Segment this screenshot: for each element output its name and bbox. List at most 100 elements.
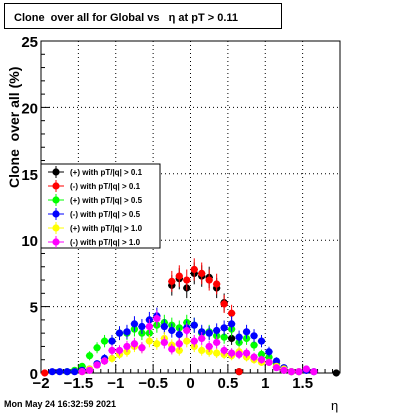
x-tick-label: −0.5 — [138, 375, 168, 392]
data-point — [250, 353, 258, 361]
legend-entry: (+) with pT/|q| > 0.5 — [70, 196, 143, 205]
data-point — [228, 334, 236, 343]
y-tick-label: 20 — [21, 100, 38, 117]
data-point — [228, 309, 236, 317]
data-point — [220, 324, 228, 332]
data-point — [205, 342, 213, 351]
chart-title: Clone over all for Global vs η at pT > 0… — [14, 12, 239, 24]
data-point — [205, 276, 213, 284]
data-point — [332, 369, 340, 377]
data-point — [198, 269, 206, 277]
data-point — [183, 276, 191, 284]
data-point — [198, 334, 206, 343]
x-tick-label: −1 — [107, 375, 124, 392]
legend-entry: (+) with pT/|q| > 1.0 — [70, 224, 143, 233]
y-axis-label: Clone over all (%) — [6, 66, 22, 188]
data-point — [115, 346, 124, 355]
data-point — [235, 368, 243, 376]
legend-box — [40, 163, 161, 249]
data-point — [145, 322, 153, 331]
data-point — [242, 328, 251, 336]
legend-marker — [52, 182, 60, 190]
grid — [41, 41, 340, 373]
y-tick-label: 15 — [21, 167, 38, 184]
legend: (+) with pT/|q| > 0.1 (-) with pT/|q| > 0… — [40, 163, 161, 249]
data-point — [115, 329, 124, 337]
legend-marker — [52, 196, 60, 204]
data-point — [160, 338, 168, 347]
data-point — [190, 265, 198, 274]
data-point — [138, 344, 146, 352]
data-point — [220, 346, 228, 355]
data-point — [190, 337, 198, 345]
data-point — [41, 369, 49, 377]
data-point — [108, 346, 116, 355]
data-point — [265, 353, 273, 361]
y-tick-label: 10 — [21, 233, 38, 250]
data-point — [213, 349, 221, 357]
title-box: Clone over all for Global vs η at pT > 0… — [4, 3, 282, 29]
data-point — [175, 346, 183, 355]
data-point — [85, 366, 94, 374]
data-point — [302, 365, 310, 373]
data-point — [190, 321, 198, 329]
data-point — [272, 357, 281, 365]
x-tick-label: 0 — [186, 375, 194, 392]
data-point — [205, 329, 213, 337]
data-point — [213, 326, 221, 335]
data-point — [153, 314, 161, 323]
legend-entry: (-) with pT/|q| > 0.5 — [70, 210, 141, 219]
data-point — [213, 280, 221, 288]
data-point — [168, 345, 176, 353]
data-point — [265, 358, 273, 366]
data-point — [250, 332, 258, 340]
data-point — [280, 366, 288, 374]
data-point — [272, 364, 281, 372]
data-point — [310, 368, 318, 376]
data-point — [123, 328, 131, 336]
data-point — [130, 320, 139, 328]
data-point — [235, 350, 243, 359]
data-point — [78, 368, 86, 376]
data-point — [100, 357, 109, 365]
data-point — [228, 320, 236, 328]
y-tick-label: 25 — [21, 34, 38, 51]
data-point — [85, 352, 94, 360]
legend-marker — [52, 210, 60, 218]
data-point — [235, 333, 243, 341]
x-tick-label: 1 — [261, 375, 269, 392]
data-point — [295, 368, 303, 376]
x-tick-label: 0.5 — [217, 375, 238, 392]
timestamp: Mon May 24 16:32:59 2021 — [4, 399, 117, 409]
data-point — [168, 326, 176, 335]
data-point — [183, 326, 191, 335]
x-axis-label: η — [331, 398, 339, 413]
data-point — [287, 368, 296, 376]
data-point — [175, 340, 183, 348]
x-tick-label: 1.5 — [292, 375, 313, 392]
x-tick-label: −1.5 — [64, 375, 94, 392]
data-point — [250, 341, 258, 349]
series-6 — [78, 310, 318, 376]
data-point — [93, 344, 101, 352]
data-point — [100, 337, 109, 345]
data-point — [168, 277, 176, 285]
data-point — [257, 356, 266, 364]
legend-marker — [52, 168, 60, 176]
y-tick-label: 0 — [30, 366, 38, 383]
data-point — [175, 272, 183, 280]
data-point — [228, 349, 236, 357]
data-point — [138, 322, 146, 331]
data-point — [63, 368, 71, 376]
data-point — [220, 333, 228, 341]
legend-entry: (+) with pT/|q| > 0.1 — [70, 168, 143, 177]
data-point — [48, 368, 56, 376]
data-point — [153, 340, 161, 348]
x-tick-label: −2 — [32, 375, 49, 392]
data-point — [198, 346, 206, 355]
data-point — [108, 354, 116, 362]
data-point — [213, 338, 221, 347]
data-point — [123, 342, 131, 351]
data-point — [145, 337, 153, 345]
